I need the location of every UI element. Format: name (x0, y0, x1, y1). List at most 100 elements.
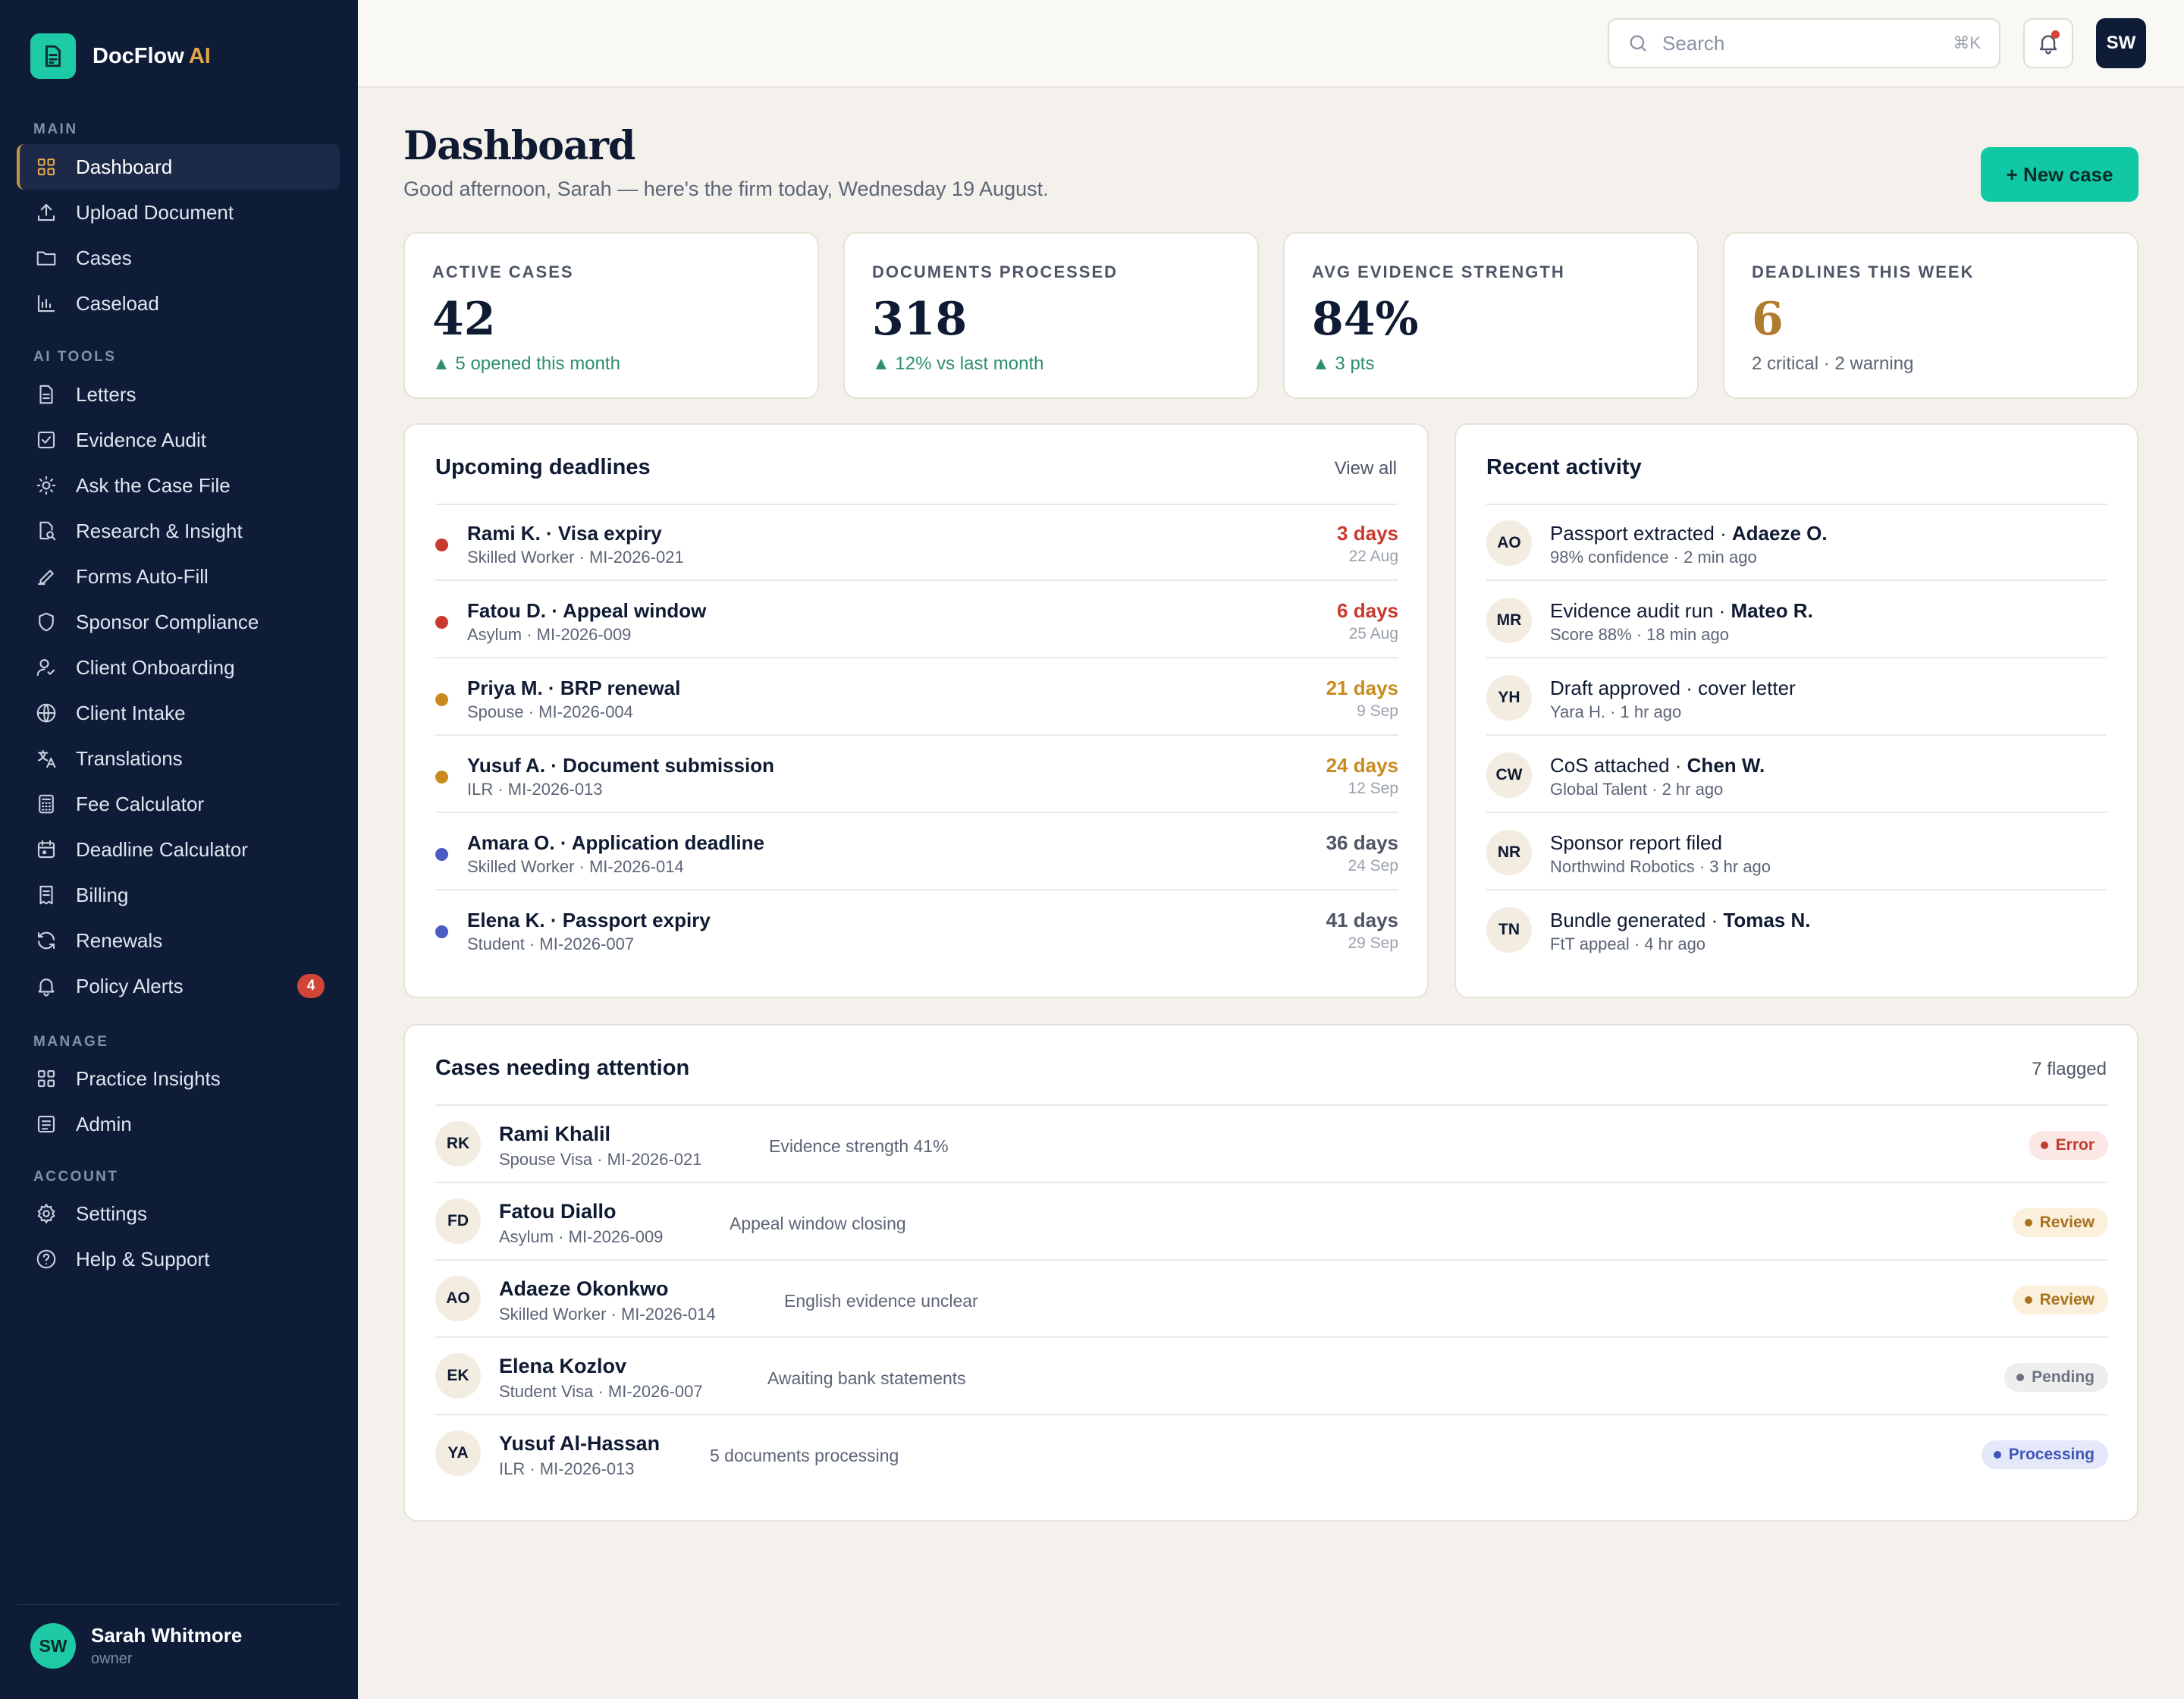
activity-title: Evidence audit run · Mateo R. (1550, 599, 1813, 622)
user-profile[interactable]: SW Sarah Whitmore owner (30, 1623, 242, 1669)
deadline-date: 24 Sep (1348, 857, 1398, 875)
sidebar-item-research-and-insight[interactable]: Research & Insight (17, 508, 340, 554)
stat-card-evidence-strength[interactable]: AVG EVIDENCE STRENGTH 84% ▲ 3 pts (1283, 232, 1699, 399)
deadline-case-ref: Asylum · MI-2026-009 (467, 625, 632, 644)
table-row[interactable]: YA Yusuf Al-Hassan ILR · MI-2026-013 5 docu… (435, 1415, 2108, 1493)
sidebar-item-admin[interactable]: Admin (17, 1101, 340, 1147)
avatar: MR (1486, 598, 1532, 643)
list-item[interactable]: MR Evidence audit run · Mateo R. Score 88%… (1486, 583, 2107, 658)
list-item[interactable]: YH Draft approved · cover letter Yara H. ·… (1486, 660, 2107, 736)
sidebar-item-forms-auto-fill[interactable]: Forms Auto-Fill (17, 554, 340, 599)
sidebar-item-client-intake[interactable]: Client Intake (17, 690, 340, 736)
case-ref: Spouse Visa · MI-2026-021 (499, 1150, 702, 1169)
activity-meta: FtT appeal · 4 hr ago (1550, 934, 1706, 953)
avatar: FD (435, 1198, 481, 1244)
sidebar-item-translations[interactable]: Translations (17, 736, 340, 781)
deadline-days-left: 21 days (1326, 677, 1398, 699)
user-role: owner (91, 1650, 133, 1667)
list-item[interactable]: CW CoS attached · Chen W. Global Talent · … (1486, 737, 2107, 813)
deadline-title: Fatou D. · Appeal window (467, 599, 707, 622)
deadline-title: Yusuf A. · Document submission (467, 754, 774, 777)
view-all-link[interactable]: View all (1334, 458, 1397, 479)
stat-card-deadlines-this-week[interactable]: DEADLINES THIS WEEK 6 2 critical · 2 war… (1723, 232, 2138, 399)
list-item[interactable]: Elena K. · Passport expiry Student · MI-2… (435, 892, 1398, 968)
search-shortcut: ⌘K (1953, 33, 1981, 52)
stat-card-documents-processed[interactable]: DOCUMENTS PROCESSED 318 ▲ 12% vs last mo… (843, 232, 1259, 399)
table-row[interactable]: EK Elena Kozlov Student Visa · MI-2026-007… (435, 1338, 2108, 1415)
sidebar-item-label: Billing (76, 883, 129, 906)
sidebar-item-label: Help & Support (76, 1247, 210, 1270)
avatar[interactable]: SW (2096, 18, 2146, 68)
search-input[interactable] (1662, 31, 1953, 55)
client-name: Fatou Diallo (499, 1200, 617, 1223)
sparkle-icon (35, 474, 58, 497)
case-ref: Asylum · MI-2026-009 (499, 1227, 664, 1246)
new-case-button[interactable]: + New case (1981, 147, 2138, 202)
stat-trend: ▲ 3 pts (1312, 353, 1375, 374)
urgency-dot (435, 693, 448, 706)
sidebar-item-sponsor-compliance[interactable]: Sponsor Compliance (17, 599, 340, 645)
list-icon (35, 1113, 58, 1135)
stat-value: 84% (1312, 293, 1419, 346)
urgency-dot (435, 925, 448, 938)
sidebar-item-billing[interactable]: Billing (17, 872, 340, 918)
brand-name: DocFlow AI (93, 43, 211, 68)
document-search-icon (35, 520, 58, 542)
sidebar-item-help-and-support[interactable]: Help & Support (17, 1236, 340, 1282)
list-item[interactable]: Fatou D. · Appeal window Asylum · MI-2026… (435, 583, 1398, 658)
sidebar-item-evidence-audit[interactable]: Evidence Audit (17, 417, 340, 463)
avatar: CW (1486, 752, 1532, 798)
notifications-button[interactable] (2023, 18, 2073, 68)
list-item[interactable]: Yusuf A. · Document submission ILR · MI-2… (435, 737, 1398, 813)
sidebar-item-cases[interactable]: Cases (17, 235, 340, 281)
sidebar-item-client-onboarding[interactable]: Client Onboarding (17, 645, 340, 690)
page-subtitle: Good afternoon, Sarah — here's the firm … (403, 177, 1049, 200)
deadline-title: Rami K. · Visa expiry (467, 522, 662, 545)
card-title: Recent activity (1486, 455, 1642, 479)
table-row[interactable]: RK Rami Khalil Spouse Visa · MI-2026-021 Ev… (435, 1106, 2108, 1183)
table-row[interactable]: FD Fatou Diallo Asylum · MI-2026-009 Appeal… (435, 1183, 2108, 1261)
list-item[interactable]: Rami K. · Visa expiry Skilled Worker · MI… (435, 505, 1398, 581)
avatar: NR (1486, 830, 1532, 875)
sidebar-item-policy-alerts[interactable]: Policy Alerts 4 (17, 963, 340, 1009)
sidebar-item-label: Admin (76, 1112, 132, 1135)
sidebar-item-caseload[interactable]: Caseload (17, 281, 340, 326)
bell-icon (2039, 35, 2057, 55)
card-title: Upcoming deadlines (435, 455, 651, 479)
stat-value: 6 (1752, 293, 1784, 346)
folder-icon (35, 247, 58, 269)
urgency-dot (435, 616, 448, 629)
sidebar-item-practice-insights[interactable]: Practice Insights (17, 1056, 340, 1101)
table-row[interactable]: AO Adaeze Okonkwo Skilled Worker · MI-2026… (435, 1261, 2108, 1338)
sidebar-item-deadline-calculator[interactable]: Deadline Calculator (17, 827, 340, 872)
list-item[interactable]: NR Sponsor report filed Northwind Robotics… (1486, 815, 2107, 890)
sidebar-item-letters[interactable]: Letters (17, 372, 340, 417)
attention-reason: English evidence unclear (784, 1291, 978, 1311)
stat-card-active-cases[interactable]: ACTIVE CASES 42 ▲ 5 opened this month (403, 232, 819, 399)
urgency-dot (435, 771, 448, 784)
checkbox-icon (35, 429, 58, 451)
sidebar-item-settings[interactable]: Settings (17, 1191, 340, 1236)
sidebar-item-dashboard[interactable]: Dashboard (17, 144, 340, 190)
bar-chart-icon (35, 292, 58, 315)
sidebar-item-renewals[interactable]: Renewals (17, 918, 340, 963)
list-item[interactable]: TN Bundle generated · Tomas N. FtT appeal … (1486, 892, 2107, 968)
pen-icon (35, 565, 58, 588)
sidebar-item-label: Sponsor Compliance (76, 610, 259, 633)
search-box[interactable]: ⌘K (1608, 18, 2000, 68)
case-ref: ILR · MI-2026-013 (499, 1459, 635, 1478)
list-item[interactable]: AO Passport extracted · Adaeze O. 98% conf… (1486, 505, 2107, 581)
list-item[interactable]: Amara O. · Application deadline Skilled W… (435, 815, 1398, 890)
brand[interactable]: DocFlow AI (30, 33, 211, 79)
nav-section-account: ACCOUNT (33, 1169, 119, 1185)
sidebar-item-upload-document[interactable]: Upload Document (17, 190, 340, 235)
sidebar-item-fee-calculator[interactable]: Fee Calculator (17, 781, 340, 827)
stat-label: DEADLINES THIS WEEK (1752, 262, 1975, 281)
deadline-days-left: 6 days (1337, 599, 1398, 622)
list-item[interactable]: Priya M. · BRP renewal Spouse · MI-2026-0… (435, 660, 1398, 736)
activity-title: Bundle generated · Tomas N. (1550, 909, 1811, 931)
sidebar-item-label: Forms Auto-Fill (76, 564, 209, 588)
sidebar-item-ask-the-case-file[interactable]: Ask the Case File (17, 463, 340, 508)
user-name: Sarah Whitmore (91, 1624, 243, 1647)
stat-label: DOCUMENTS PROCESSED (872, 262, 1119, 281)
